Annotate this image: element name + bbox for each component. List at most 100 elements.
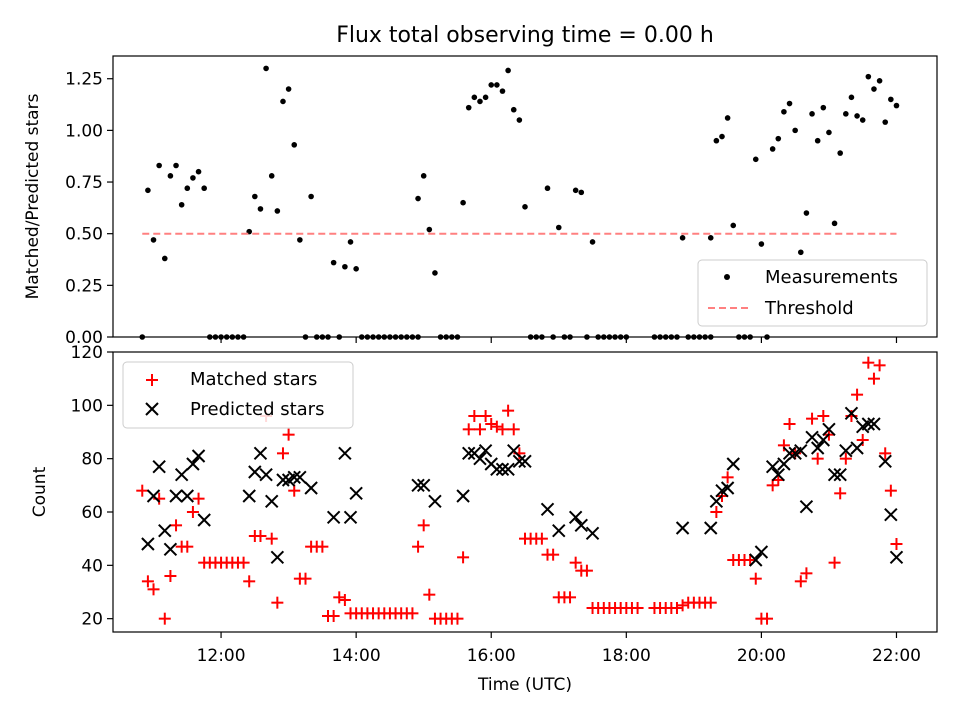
matched-stars-point: [811, 452, 824, 465]
predicted-stars-point: [816, 433, 831, 447]
matched-stars-point: [243, 575, 256, 588]
matched-stars-point: [580, 564, 593, 577]
measurement-point: [730, 222, 737, 229]
ratio-y-axis: 0.00 0.25 0.50 0.75 1.00 1.25: [65, 70, 113, 348]
predicted-stars-point: [462, 446, 476, 461]
predicted-stars-point: [867, 417, 881, 431]
matched-stars-point: [192, 492, 205, 505]
measurement-point: [843, 111, 849, 117]
measurement-point: [803, 210, 810, 216]
measurement-point: [415, 195, 421, 202]
matched-stars-point: [158, 612, 171, 625]
measurement-point: [285, 86, 292, 92]
count-y-axis: 20 40 60 80 100 120: [71, 343, 113, 630]
measurement-point: [280, 98, 286, 105]
matched-stars-point: [265, 532, 278, 545]
matched-stars-point: [890, 538, 903, 550]
matched-stars-point: [851, 388, 864, 401]
matched-stars-point: [794, 575, 807, 588]
legend-label-matched: Matched stars: [190, 369, 317, 390]
measurement-point: [190, 175, 196, 181]
predicted-stars-point: [839, 443, 853, 458]
matched-stars-point: [147, 583, 160, 596]
x-tick-label: 16:00: [467, 646, 516, 666]
measurement-point: [426, 226, 433, 233]
predicted-stars-point: [720, 481, 735, 495]
count-y-axis-title: Count: [30, 466, 50, 517]
matched-stars-point: [670, 602, 683, 614]
measurement-point: [555, 224, 562, 231]
predicted-stars-point: [552, 523, 566, 538]
measurement-point: [499, 88, 506, 94]
predicted-stars-point: [186, 457, 200, 471]
predicted-stars-point: [889, 550, 904, 565]
measurement-point: [477, 98, 483, 105]
ratio-y-tick-label: 0.25: [65, 276, 103, 296]
matched-stars-point: [676, 599, 689, 612]
predicted-stars-point: [270, 550, 285, 565]
matched-stars-point: [451, 612, 464, 625]
predicted-stars-point: [490, 462, 504, 477]
matched-stars-point: [806, 412, 819, 425]
matched-stars-point: [276, 447, 289, 460]
matched-stars-point: [299, 572, 312, 585]
predicted-stars-point: [152, 459, 166, 474]
measurement-point: [268, 173, 275, 179]
matched-stars-point: [856, 434, 869, 446]
measurement-point: [465, 104, 472, 111]
matched-stars-point: [282, 428, 295, 441]
predicted-stars-point: [293, 470, 307, 485]
count-x-axis: 12:00 14:00 16:00 18:00 20:00 22:00: [197, 632, 921, 666]
predicted-stars-point: [349, 486, 363, 501]
ratio-plot-frame: [112, 55, 938, 338]
measurement-point: [432, 270, 438, 276]
count-legend: Matched stars Predicted stars: [122, 361, 354, 429]
predicted-stars-point: [799, 499, 814, 514]
matched-stars-point: [867, 372, 880, 385]
measurement-point: [167, 173, 174, 179]
count-y-tick-label: 20: [81, 610, 103, 630]
matched-stars-point: [839, 452, 852, 465]
matched-stars-point: [828, 556, 841, 569]
matched-stars-point: [316, 540, 329, 553]
x-tick-label: 18:00: [602, 646, 651, 666]
count-plot-frame: [112, 351, 938, 633]
measurement-point: [809, 111, 815, 117]
predicted-stars-point: [782, 446, 797, 461]
measurement-point: [893, 102, 900, 109]
measurement-point: [482, 94, 489, 101]
legend-label-measurements: Measurements: [765, 267, 898, 288]
matched-stars-point: [884, 484, 897, 497]
predicted-stars-point: [777, 457, 791, 471]
measurement-point: [831, 220, 838, 227]
matched-stars-point: [817, 410, 830, 422]
predicted-stars-point: [568, 510, 583, 525]
predicted-stars-point: [473, 451, 487, 466]
predicted-stars-point: [174, 467, 189, 482]
predicted-stars-point: [675, 521, 690, 535]
matched-stars-point: [271, 596, 284, 609]
measurement-point: [263, 65, 269, 72]
predicted-stars-point: [416, 478, 431, 493]
x-tick-label: 20:00: [737, 646, 786, 666]
matched-stars-point: [406, 607, 419, 620]
measurement-point: [707, 235, 714, 241]
matched-stars-point: [879, 447, 892, 460]
matched-stars-point: [744, 554, 757, 566]
measurement-point: [420, 173, 427, 179]
measurement-point: [330, 259, 337, 266]
predicted-stars-point: [585, 526, 600, 541]
count-y-tick-label: 100: [71, 396, 103, 416]
count-y-tick-label: 40: [81, 556, 103, 576]
measurement-point: [353, 266, 359, 272]
predicted-stars-point: [428, 494, 442, 509]
chart-title: Flux total observing time = 0.00 h: [336, 23, 714, 48]
matched-stars-point: [468, 410, 481, 422]
legend-swatch-matched: [146, 374, 158, 386]
matched-stars-point: [288, 484, 301, 497]
measurement-point: [859, 117, 866, 123]
predicted-stars-point: [709, 494, 724, 509]
measurement-point: [786, 100, 793, 107]
matched-stars-point: [704, 596, 717, 609]
matched-stars-point: [761, 612, 774, 625]
